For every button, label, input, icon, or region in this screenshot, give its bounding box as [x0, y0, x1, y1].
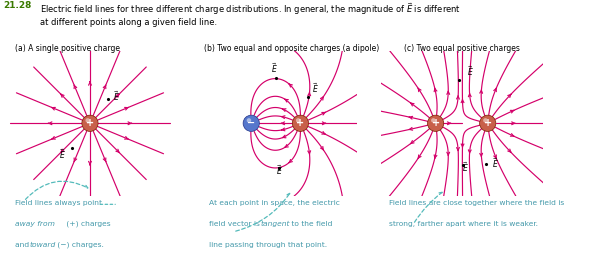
Text: tangent: tangent: [261, 221, 290, 227]
Text: $\vec{E}$: $\vec{E}$: [271, 61, 277, 75]
Text: to the field: to the field: [289, 221, 332, 227]
Circle shape: [86, 118, 90, 123]
Text: +: +: [431, 118, 440, 128]
Text: $\vec{E}$: $\vec{E}$: [113, 89, 119, 103]
Text: strong, farther apart where it is weaker.: strong, farther apart where it is weaker…: [389, 221, 539, 227]
Circle shape: [82, 115, 98, 131]
Text: away from: away from: [15, 221, 55, 227]
Text: toward: toward: [30, 242, 55, 248]
Circle shape: [247, 118, 251, 123]
Text: At each point in space, the electric: At each point in space, the electric: [209, 200, 340, 206]
Text: Field lines always point: Field lines always point: [15, 200, 101, 206]
Text: Field lines are close together where the field is: Field lines are close together where the…: [389, 200, 565, 206]
Text: $\vec{E}$: $\vec{E}$: [461, 161, 468, 174]
Circle shape: [296, 118, 300, 123]
Circle shape: [480, 115, 496, 131]
Text: −: −: [247, 118, 255, 128]
Circle shape: [431, 118, 435, 123]
Text: +: +: [484, 118, 492, 128]
Text: field vector is: field vector is: [209, 221, 263, 227]
Circle shape: [483, 118, 488, 123]
Text: $\vec{E}$: $\vec{E}$: [467, 64, 474, 77]
Text: (c) Two equal positive charges: (c) Two equal positive charges: [404, 43, 520, 53]
Circle shape: [428, 115, 444, 131]
Text: (b) Two equal and opposite charges (a dipole): (b) Two equal and opposite charges (a di…: [204, 43, 379, 53]
Text: line passing through that point.: line passing through that point.: [209, 242, 327, 248]
Text: Electric field lines for three different charge distributions. In general, the m: Electric field lines for three different…: [40, 1, 461, 27]
Text: $\vec{E}$: $\vec{E}$: [492, 156, 499, 170]
Text: +: +: [296, 118, 304, 128]
Text: (a) A single positive charge: (a) A single positive charge: [15, 43, 120, 53]
Text: +: +: [86, 118, 94, 128]
Circle shape: [292, 115, 309, 131]
Text: and: and: [15, 242, 31, 248]
Text: $\vec{E}$: $\vec{E}$: [59, 147, 66, 161]
Text: (−) charges.: (−) charges.: [55, 242, 104, 248]
Text: $\vec{E}$: $\vec{E}$: [312, 81, 319, 95]
Text: $\vec{E}$: $\vec{E}$: [276, 163, 283, 177]
Text: 21.28: 21.28: [3, 1, 31, 10]
Circle shape: [243, 115, 260, 131]
Text: (+) charges: (+) charges: [64, 221, 110, 228]
